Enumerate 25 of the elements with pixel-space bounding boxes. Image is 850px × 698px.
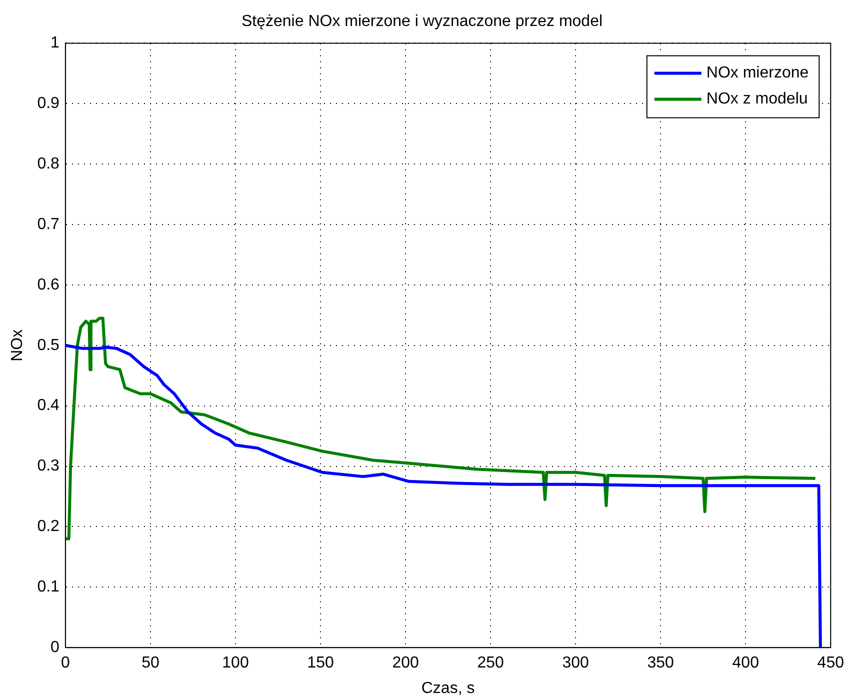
- y-tick-label: 0.9: [37, 95, 60, 112]
- y-tick-label: 1: [50, 34, 60, 52]
- y-tick-label: 0: [50, 639, 60, 656]
- y-tick-label: 0.1: [37, 578, 60, 596]
- y-tick-label: 0.4: [37, 397, 60, 414]
- y-tick-label: 0.7: [37, 216, 60, 233]
- x-tick-label: 200: [392, 654, 419, 672]
- x-axis-title: Czas, s: [421, 680, 475, 697]
- y-tick-label: 0.3: [37, 458, 60, 475]
- x-tick-label: 50: [142, 654, 160, 672]
- x-tick-label: 400: [732, 654, 760, 672]
- legend-label: NOx mierzone: [706, 64, 809, 82]
- x-tick-label: 450: [817, 654, 844, 672]
- y-axis-title: NOx: [9, 329, 26, 362]
- x-tick-label: 150: [307, 654, 334, 672]
- x-tick-label: 350: [647, 654, 674, 672]
- y-tick-label: 0.8: [37, 155, 60, 172]
- chart-title: Stężenie NOx mierzone i wyznaczone przez model: [241, 13, 603, 30]
- y-tick-label: 0.5: [37, 336, 60, 354]
- legend-label: NOx z modelu: [706, 90, 808, 108]
- y-tick-label: 0.2: [37, 518, 60, 536]
- x-tick-label: 250: [477, 654, 504, 672]
- x-tick-label: 100: [222, 654, 249, 672]
- x-tick-label: 300: [562, 654, 590, 672]
- y-tick-label: 0.6: [37, 276, 60, 294]
